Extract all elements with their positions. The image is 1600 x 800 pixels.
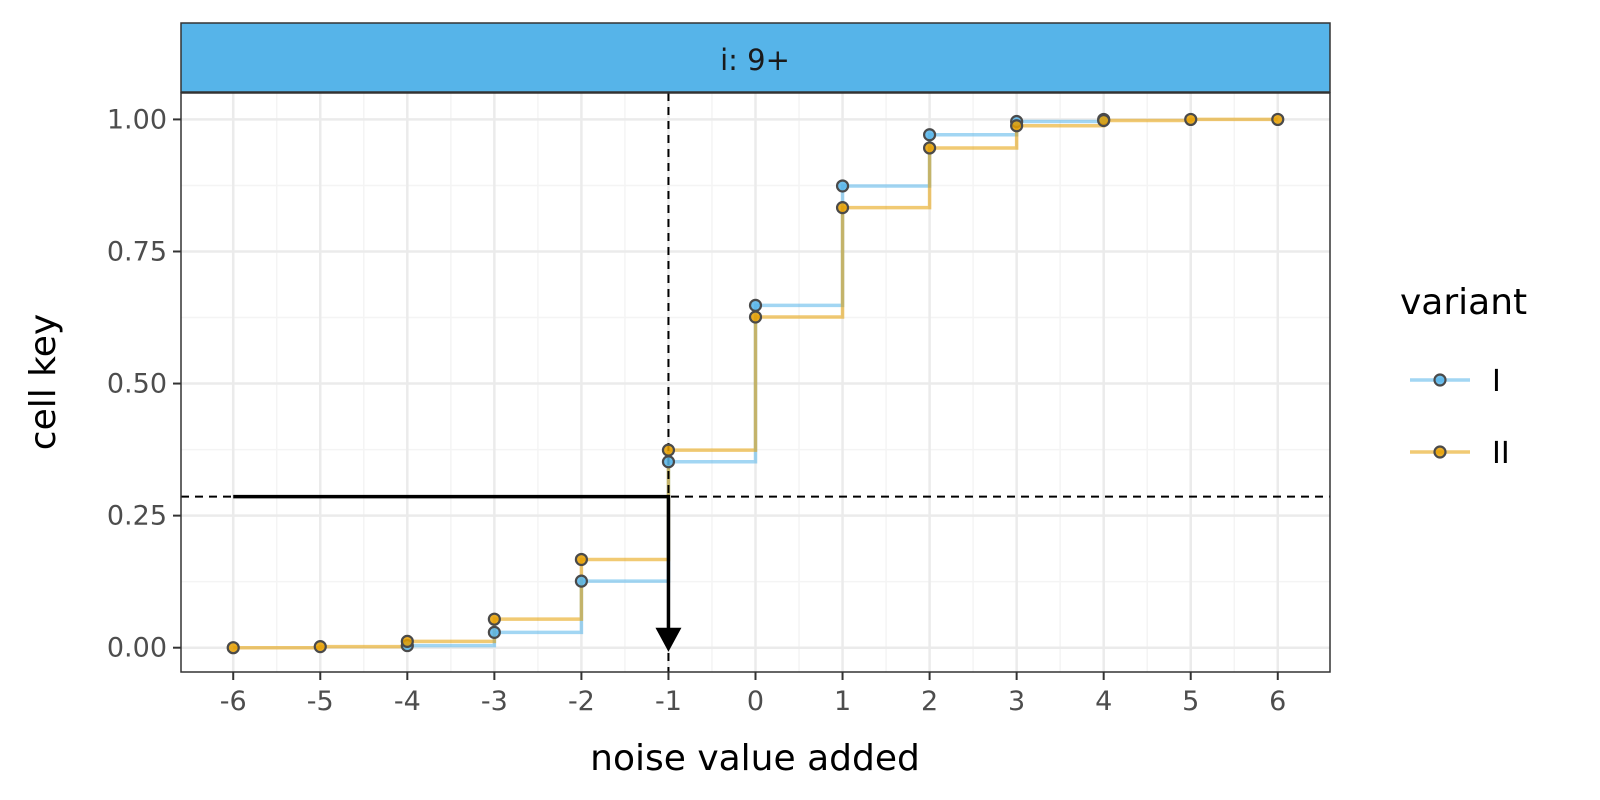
x-axis-title: noise value added <box>590 738 920 779</box>
data-point-II <box>1271 112 1285 127</box>
legend-key-point-II <box>1433 445 1447 459</box>
y-axis: 0.00 0.25 0.50 0.75 1.00 <box>107 104 181 664</box>
data-point-I <box>487 625 501 639</box>
x-tick-label: 4 <box>1095 686 1112 717</box>
points-layer <box>226 112 1285 655</box>
data-point-II <box>1010 119 1024 133</box>
x-tick-label: -2 <box>568 686 595 717</box>
lookup-arrow-head <box>655 627 682 652</box>
annotation-layer <box>181 93 1330 672</box>
data-point-II <box>835 201 850 215</box>
data-point-II <box>1097 113 1111 128</box>
x-tick-label: -1 <box>655 686 682 717</box>
data-point-II <box>748 310 763 324</box>
x-tick-label: -3 <box>481 686 508 717</box>
data-point-II <box>400 634 414 648</box>
data-point-II <box>226 641 240 655</box>
x-tick-label: 1 <box>834 686 851 717</box>
data-point-II <box>661 443 676 457</box>
data-point-II <box>922 141 937 155</box>
y-tick-label: 1.00 <box>107 104 167 135</box>
y-tick-label: 0.50 <box>107 369 167 400</box>
data-point-I <box>574 574 589 588</box>
x-tick-label: 0 <box>747 686 764 717</box>
data-point-I <box>835 179 850 193</box>
data-point-I <box>748 298 763 312</box>
legend-key-point-I <box>1433 373 1447 387</box>
y-axis-title: cell key <box>23 314 64 450</box>
lookup-arrow-line <box>233 494 671 634</box>
facet-strip <box>180 22 1331 93</box>
x-tick-label: -6 <box>220 686 247 717</box>
x-tick-label: 2 <box>921 686 938 717</box>
y-tick-label: 0.75 <box>107 236 167 267</box>
x-tick-label: 6 <box>1269 686 1286 717</box>
legend-label-I: I <box>1492 364 1501 399</box>
x-axis: -6 -5 -4 -3 -2 -1 0 1 2 3 4 5 6 <box>220 672 1286 717</box>
facet-label: i: 9+ <box>720 43 790 77</box>
x-tick-label: -4 <box>394 686 421 717</box>
data-point-II <box>487 612 501 626</box>
data-point-I <box>922 128 937 142</box>
legend: variant III <box>1400 282 1527 471</box>
x-tick-label: 3 <box>1008 686 1025 717</box>
x-tick-label: -5 <box>307 686 334 717</box>
data-point-II <box>1184 112 1198 127</box>
data-point-II <box>313 640 327 654</box>
legend-label-II: II <box>1492 436 1510 471</box>
legend-title: variant <box>1400 282 1527 323</box>
x-tick-label: 5 <box>1182 686 1199 717</box>
y-tick-label: 0.25 <box>107 501 167 532</box>
data-point-I <box>661 455 676 469</box>
y-tick-label: 0.00 <box>107 633 167 664</box>
data-point-II <box>574 552 589 567</box>
